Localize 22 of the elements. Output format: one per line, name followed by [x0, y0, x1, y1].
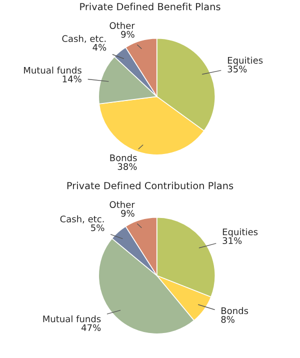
- data-label: 35%: [228, 66, 247, 72]
- data-label: 9%: [121, 30, 134, 38]
- slice-label: Bonds: [222, 307, 248, 314]
- chart-title: Private Defined Benefit Plans: [80, 2, 220, 10]
- chart-title: Private Defined Contribution Plans: [67, 182, 234, 190]
- data-label: 14%: [62, 76, 82, 82]
- data-label: 4%: [92, 44, 106, 51]
- slice-label: Other: [110, 201, 135, 208]
- data-label: 5%: [91, 224, 104, 232]
- data-label: 8%: [221, 316, 234, 323]
- data-label: 31%: [222, 237, 242, 244]
- slice-label: Mutual funds: [24, 66, 82, 74]
- data-label: 38%: [118, 163, 137, 170]
- slice-label: Equities: [222, 228, 258, 238]
- slice-label: Bonds: [110, 154, 137, 162]
- slice-label: Other: [110, 22, 135, 30]
- slice-label: Cash, etc.: [62, 35, 106, 43]
- slice-label: Cash, etc.: [60, 215, 104, 224]
- slice-label: Mutual funds: [43, 315, 101, 322]
- data-label: 47%: [81, 324, 101, 332]
- data-label: 9%: [121, 210, 134, 217]
- slice-label: Equities: [228, 56, 263, 66]
